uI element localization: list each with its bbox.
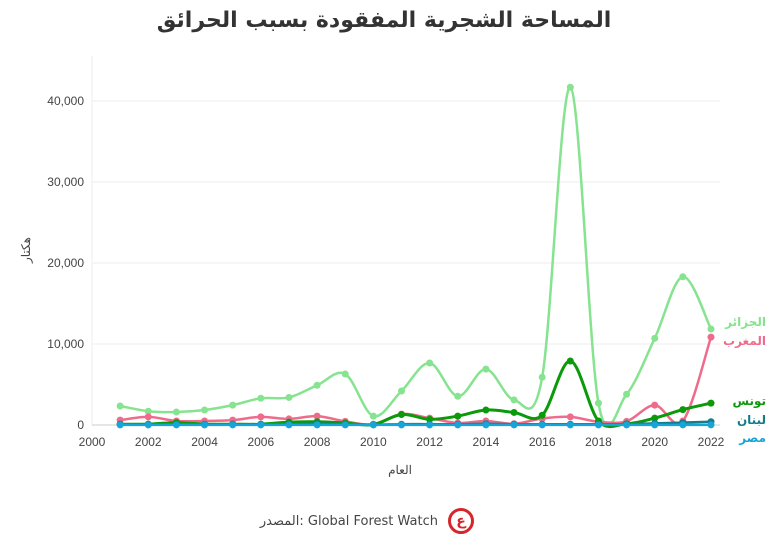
data-point bbox=[454, 392, 462, 400]
data-point bbox=[538, 421, 546, 429]
data-point bbox=[285, 421, 293, 429]
y-tick-label: 30,000 bbox=[47, 175, 84, 189]
x-tick-label: 2010 bbox=[360, 435, 387, 449]
data-point bbox=[651, 334, 659, 342]
series-label: تونس bbox=[733, 394, 767, 409]
data-point bbox=[144, 413, 152, 421]
data-point bbox=[707, 333, 715, 341]
data-point bbox=[116, 402, 124, 410]
y-axis-title: هكتار bbox=[19, 237, 33, 264]
data-point bbox=[707, 325, 715, 333]
data-point bbox=[566, 83, 574, 91]
data-point bbox=[538, 373, 546, 381]
data-point bbox=[482, 406, 490, 414]
series-line-0 bbox=[119, 85, 713, 428]
y-tick-label: 0 bbox=[77, 418, 84, 432]
data-point bbox=[285, 393, 293, 401]
series-line-1 bbox=[119, 336, 713, 426]
data-point bbox=[454, 412, 462, 420]
data-point bbox=[341, 421, 349, 429]
data-point bbox=[201, 406, 209, 414]
x-axis-title: العام bbox=[388, 463, 412, 477]
brand-logo: ع bbox=[448, 508, 474, 534]
data-point bbox=[623, 421, 631, 429]
data-point bbox=[398, 387, 405, 395]
x-tick-label: 2014 bbox=[473, 435, 500, 449]
data-point bbox=[116, 421, 124, 429]
data-point bbox=[566, 357, 574, 365]
data-point bbox=[426, 359, 434, 367]
data-point bbox=[257, 421, 265, 429]
x-tick-label: 2018 bbox=[585, 435, 612, 449]
data-point bbox=[369, 412, 377, 420]
data-point bbox=[566, 421, 574, 429]
series-label: مصر bbox=[738, 431, 766, 445]
x-tick-label: 2020 bbox=[641, 435, 668, 449]
data-point bbox=[229, 421, 237, 429]
data-point bbox=[229, 401, 237, 409]
data-point bbox=[566, 413, 574, 421]
series-line-2 bbox=[120, 359, 712, 429]
data-point bbox=[426, 415, 434, 423]
data-point bbox=[341, 370, 349, 378]
y-tick-label: 40,000 bbox=[47, 94, 84, 108]
x-tick-label: 2012 bbox=[416, 435, 443, 449]
x-tick-label: 2000 bbox=[79, 435, 106, 449]
series-label: لبنان bbox=[737, 413, 766, 427]
chart-title: المساحة الشجرية المفقودة بسبب الحرائق bbox=[156, 8, 612, 33]
data-point bbox=[594, 421, 602, 429]
series-label: المغرب bbox=[723, 334, 766, 348]
data-point bbox=[257, 394, 265, 402]
source-note: المصدر: Global Forest Watch bbox=[259, 514, 438, 529]
data-point bbox=[172, 421, 180, 429]
y-tick-label: 20,000 bbox=[47, 256, 84, 270]
data-point bbox=[313, 381, 321, 389]
data-point bbox=[651, 414, 659, 422]
data-point bbox=[482, 421, 490, 429]
data-point bbox=[679, 421, 687, 429]
data-point bbox=[398, 410, 405, 418]
data-point bbox=[510, 408, 518, 416]
y-tick-label: 10,000 bbox=[47, 337, 84, 351]
data-point bbox=[144, 421, 152, 429]
data-point bbox=[651, 401, 659, 409]
data-point bbox=[538, 411, 546, 419]
data-point bbox=[510, 396, 518, 404]
data-point bbox=[594, 399, 602, 407]
data-point bbox=[257, 413, 265, 421]
x-tick-label: 2006 bbox=[247, 435, 274, 449]
data-point bbox=[651, 421, 659, 429]
data-point bbox=[313, 421, 321, 429]
x-tick-label: 2008 bbox=[304, 435, 331, 449]
data-point bbox=[313, 412, 321, 420]
data-point bbox=[679, 406, 687, 414]
x-tick-label: 2022 bbox=[698, 435, 725, 449]
data-point bbox=[398, 421, 405, 429]
series-label: الجزائر bbox=[724, 315, 766, 329]
data-point bbox=[482, 365, 490, 373]
data-point bbox=[679, 273, 687, 281]
data-point bbox=[510, 421, 518, 429]
data-point bbox=[623, 390, 631, 398]
data-point bbox=[172, 408, 180, 416]
x-tick-label: 2004 bbox=[191, 435, 218, 449]
data-point bbox=[426, 421, 434, 429]
data-point bbox=[201, 421, 209, 429]
data-point bbox=[707, 421, 715, 429]
data-point bbox=[707, 399, 715, 407]
data-point bbox=[369, 421, 377, 429]
x-tick-label: 2002 bbox=[135, 435, 162, 449]
data-point bbox=[144, 407, 152, 415]
x-tick-label: 2016 bbox=[529, 435, 556, 449]
data-point bbox=[454, 421, 462, 429]
